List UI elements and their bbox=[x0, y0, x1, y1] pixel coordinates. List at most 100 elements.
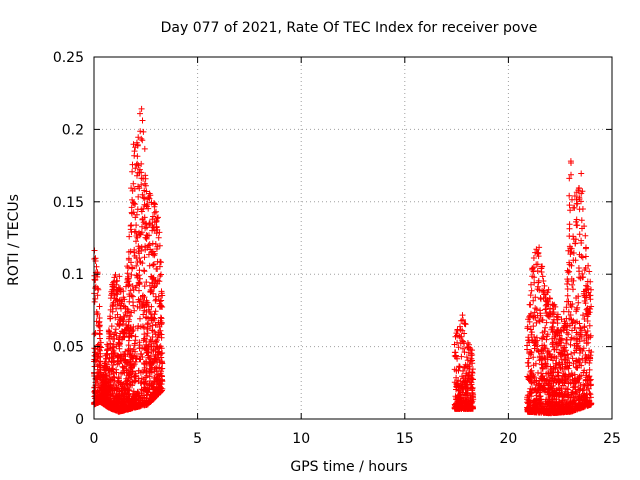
data-point bbox=[568, 334, 575, 341]
data-point bbox=[132, 165, 139, 172]
data-point bbox=[132, 201, 139, 208]
data-point bbox=[109, 344, 116, 351]
data-point bbox=[125, 278, 132, 285]
data-point bbox=[139, 117, 146, 124]
y-tick-label: 0.05 bbox=[53, 340, 84, 356]
data-point bbox=[138, 181, 145, 188]
data-point bbox=[148, 314, 155, 321]
data-point bbox=[118, 370, 125, 377]
data-point bbox=[158, 315, 165, 322]
data-point bbox=[130, 286, 137, 293]
data-point bbox=[158, 331, 165, 338]
data-point bbox=[457, 395, 464, 402]
data-point bbox=[461, 320, 468, 327]
data-point bbox=[129, 283, 136, 290]
data-point bbox=[568, 171, 574, 178]
data-point bbox=[524, 359, 531, 366]
data-point bbox=[586, 322, 593, 329]
data-point bbox=[455, 344, 462, 351]
data-point bbox=[452, 405, 459, 412]
data-point bbox=[469, 352, 476, 358]
data-point bbox=[466, 379, 473, 386]
data-point bbox=[460, 345, 466, 352]
data-point bbox=[464, 385, 471, 392]
data-point bbox=[131, 200, 137, 207]
data-point bbox=[143, 349, 150, 356]
data-point bbox=[150, 224, 157, 231]
data-point bbox=[587, 382, 594, 389]
data-point bbox=[151, 200, 158, 207]
data-point bbox=[153, 218, 160, 225]
data-point bbox=[115, 408, 122, 415]
data-point bbox=[567, 302, 574, 309]
data-point bbox=[121, 407, 128, 414]
data-point bbox=[125, 322, 132, 329]
data-point bbox=[99, 379, 106, 386]
data-point bbox=[151, 261, 157, 268]
data-point bbox=[563, 329, 570, 336]
data-point bbox=[159, 378, 166, 385]
data-point bbox=[529, 408, 535, 415]
data-point bbox=[110, 393, 117, 400]
data-point bbox=[134, 153, 141, 160]
data-point bbox=[107, 377, 114, 384]
data-point bbox=[120, 364, 127, 371]
data-point bbox=[154, 226, 161, 233]
data-point bbox=[109, 308, 116, 315]
data-point bbox=[451, 366, 458, 373]
data-point bbox=[552, 366, 559, 372]
x-tick-label: 15 bbox=[396, 431, 414, 447]
data-point bbox=[540, 334, 547, 340]
data-point bbox=[158, 381, 165, 387]
data-point bbox=[154, 215, 161, 222]
data-point bbox=[120, 303, 127, 310]
data-point bbox=[573, 196, 580, 203]
data-point bbox=[141, 195, 148, 202]
data-point bbox=[132, 370, 139, 377]
data-point bbox=[152, 338, 159, 345]
data-point bbox=[557, 353, 564, 360]
data-point bbox=[141, 145, 148, 152]
data-point bbox=[145, 194, 152, 201]
data-point bbox=[116, 320, 123, 327]
data-point bbox=[129, 378, 136, 385]
data-point bbox=[581, 267, 588, 273]
data-point bbox=[143, 297, 150, 304]
data-point bbox=[142, 358, 149, 365]
data-point bbox=[126, 233, 133, 240]
data-point bbox=[134, 206, 141, 213]
data-point bbox=[573, 364, 580, 371]
data-point bbox=[113, 366, 120, 373]
data-point bbox=[156, 389, 163, 396]
data-point bbox=[146, 262, 153, 269]
data-point bbox=[138, 105, 145, 112]
data-point bbox=[542, 388, 548, 395]
data-point bbox=[152, 297, 159, 304]
data-point bbox=[148, 273, 155, 280]
y-tick-label: 0.15 bbox=[53, 195, 84, 211]
data-point bbox=[456, 387, 463, 394]
data-point bbox=[108, 323, 115, 330]
data-point bbox=[124, 382, 130, 389]
data-point bbox=[133, 262, 140, 269]
x-axis-title: GPS time / hours bbox=[290, 459, 407, 475]
data-point bbox=[121, 386, 128, 393]
data-point bbox=[576, 268, 583, 275]
data-point bbox=[115, 353, 122, 360]
data-point bbox=[586, 366, 593, 373]
data-point bbox=[140, 194, 147, 201]
y-axis-title: ROTI / TECUs bbox=[6, 194, 22, 286]
data-point bbox=[103, 350, 110, 357]
data-point bbox=[537, 393, 544, 400]
data-point bbox=[569, 281, 576, 288]
data-point bbox=[134, 160, 141, 167]
data-point bbox=[535, 348, 542, 355]
data-point bbox=[135, 375, 142, 382]
data-point bbox=[555, 392, 562, 399]
data-point bbox=[133, 211, 140, 218]
data-point bbox=[527, 351, 534, 358]
data-point bbox=[143, 400, 150, 407]
data-point bbox=[585, 374, 592, 380]
data-point bbox=[93, 318, 100, 325]
data-point bbox=[583, 306, 590, 313]
